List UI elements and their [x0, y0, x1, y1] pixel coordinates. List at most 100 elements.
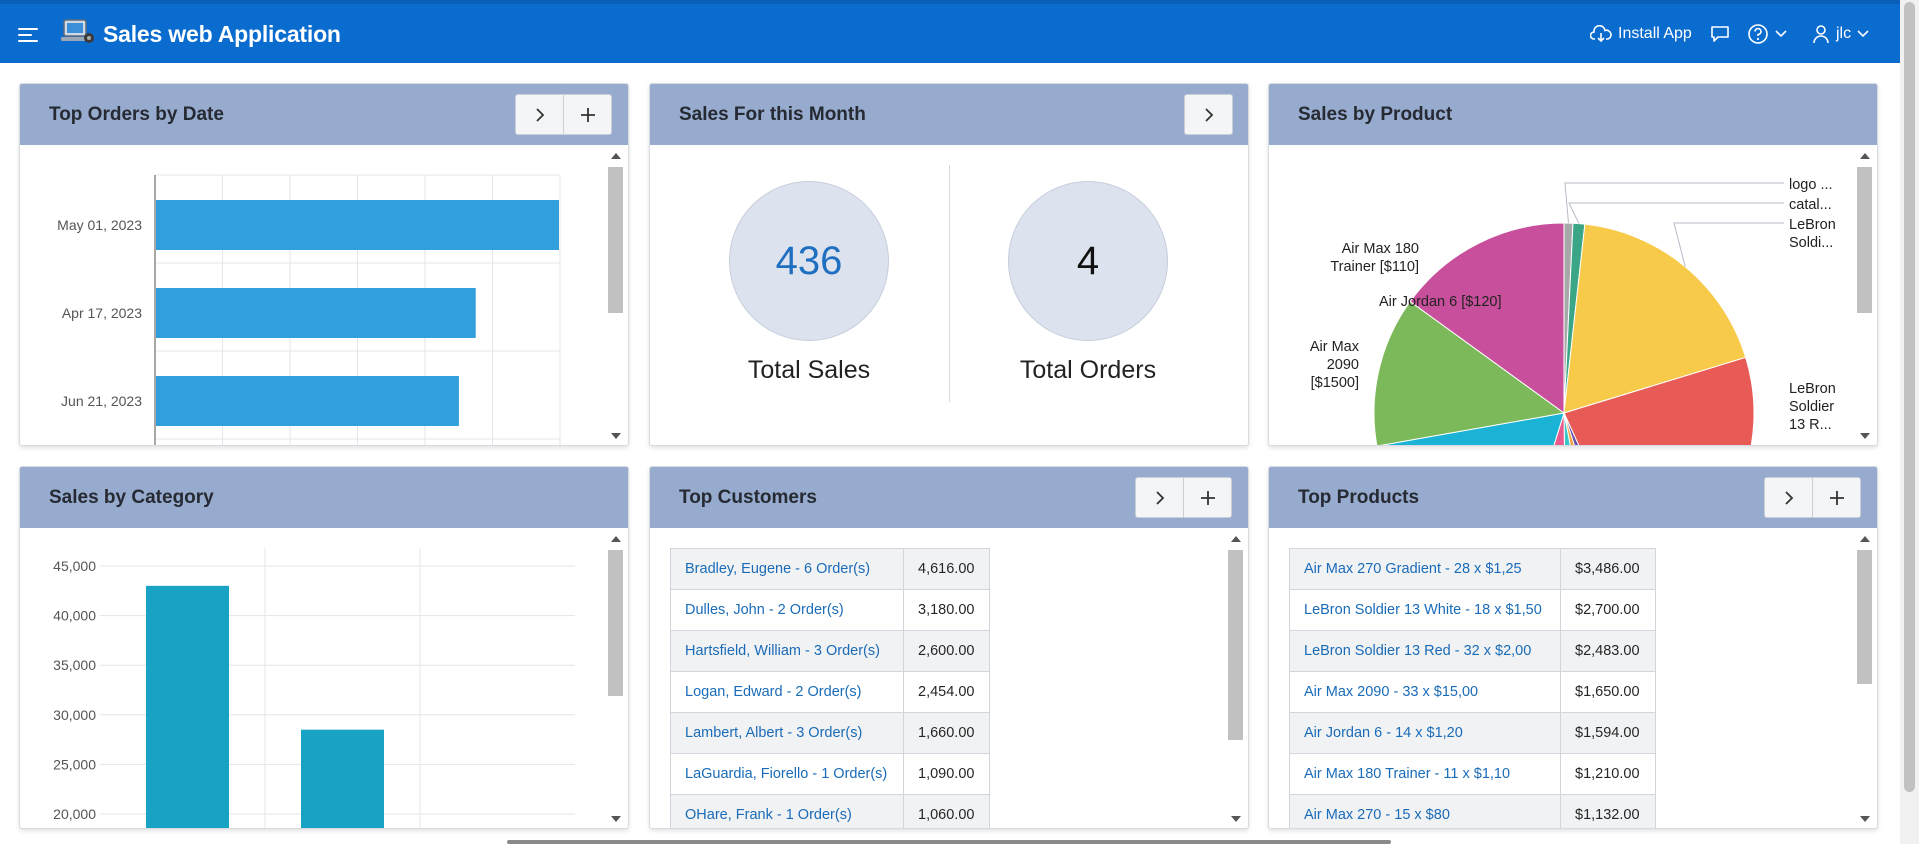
user-menu-button[interactable]: jlc [1812, 19, 1869, 49]
pie-slice[interactable] [1563, 356, 1755, 446]
top-products-name-link[interactable]: Air Max 270 Gradient - 28 x $1,25 [1289, 548, 1561, 590]
menu-icon[interactable] [18, 28, 38, 42]
y-tick-label: 25,000 [53, 756, 96, 772]
scroll-up-icon[interactable] [611, 536, 621, 542]
scroll-up-icon[interactable] [1231, 536, 1241, 542]
scroll-thumb[interactable] [1857, 550, 1872, 684]
pie-label: LeBron Soldi... [1789, 217, 1836, 251]
add-button[interactable] [1812, 477, 1861, 518]
scroll-down-icon[interactable] [1860, 433, 1870, 439]
bar[interactable] [301, 729, 384, 829]
total-orders-value[interactable]: 4 [1008, 181, 1168, 341]
bar[interactable] [156, 200, 559, 250]
top-products-name-link[interactable]: Air Max 2090 - 33 x $15,00 [1289, 671, 1561, 713]
pie-slice[interactable] [1563, 412, 1600, 446]
total-sales-value[interactable]: 436 [729, 181, 889, 341]
top-customers-name-link[interactable]: Bradley, Eugene - 6 Order(s) [670, 548, 904, 590]
expand-button[interactable] [1764, 477, 1813, 518]
region-header: Top Orders by Date [20, 84, 628, 145]
region-header: Sales by Category [20, 467, 628, 528]
region-title: Top Products [1298, 487, 1420, 508]
app-logo [61, 19, 94, 43]
scroll-up-icon[interactable] [1860, 153, 1870, 159]
page-scroll-thumb[interactable] [1904, 2, 1915, 792]
total-orders-label: Total Orders [1019, 356, 1157, 384]
scroll-up-icon[interactable] [611, 153, 621, 159]
region-scrollbar[interactable] [1228, 532, 1243, 826]
plus-icon [1200, 490, 1215, 505]
scroll-thumb[interactable] [608, 167, 623, 313]
top-customers-name-link[interactable]: OHare, Frank - 1 Order(s) [670, 794, 904, 828]
region-body: 45,000 40,000 35,000 30,000 25,000 20,000 [20, 528, 628, 828]
install-app-button[interactable]: Install App [1590, 19, 1692, 49]
pie-slice[interactable] [1373, 300, 1566, 446]
scroll-thumb[interactable] [1228, 550, 1243, 740]
top-products-value: $3,486.00 [1560, 548, 1656, 590]
table-row: Air Max 270 - 15 x $80 $1,132.00 [1289, 794, 1656, 828]
pie-slice[interactable] [1563, 223, 1747, 414]
top-products-name-link[interactable]: Air Max 270 - 15 x $80 [1289, 794, 1561, 828]
bar[interactable] [156, 288, 476, 338]
plus-icon [1829, 490, 1844, 505]
region-title: Sales For this Month [679, 104, 866, 125]
top-customers-name-link[interactable]: Lambert, Albert - 3 Order(s) [670, 712, 904, 754]
app-title[interactable]: Sales web Application [103, 21, 341, 47]
bar[interactable] [146, 585, 229, 829]
chevron-down-icon [1857, 30, 1869, 38]
bar[interactable] [156, 376, 459, 426]
scroll-down-icon[interactable] [1231, 816, 1241, 822]
region-body: 436 Total Sales 4 Total Orders [650, 145, 1248, 445]
pie-leader-line [1568, 202, 1784, 224]
table-row: Dulles, John - 2 Order(s) 3,180.00 [670, 589, 990, 631]
top-customers-name-link[interactable]: Logan, Edward - 2 Order(s) [670, 671, 904, 713]
region-body: logo ... catal... LeBron Soldi... LeBron Sold… [1269, 145, 1877, 445]
top-products-name-link[interactable]: LeBron Soldier 13 Red - 32 x $2,00 [1289, 630, 1561, 672]
top-customers-name-link[interactable]: Dulles, John - 2 Order(s) [670, 589, 904, 631]
help-icon [1748, 24, 1768, 44]
y-tick-label: 45,000 [53, 558, 96, 574]
add-button[interactable] [563, 94, 612, 135]
scroll-up-icon[interactable] [1860, 536, 1870, 542]
help-menu-button[interactable] [1747, 19, 1787, 49]
region-title: Sales by Category [49, 487, 214, 508]
pie-slice[interactable] [1409, 222, 1565, 414]
add-button[interactable] [1183, 477, 1232, 518]
top-customers-name-link[interactable]: LaGuardia, Fiorello - 1 Order(s) [670, 753, 904, 795]
horizontal-scroll-thumb[interactable] [507, 840, 1391, 844]
top-products-name-link[interactable]: Air Jordan 6 - 14 x $1,20 [1289, 712, 1561, 754]
pie-leader-line [1673, 222, 1784, 267]
y-tick-label: May 01, 2023 [57, 217, 142, 233]
page-scrollbar[interactable] [1900, 0, 1919, 844]
top-products-table: Air Max 270 Gradient - 28 x $1,25 $3,486.… [1289, 548, 1656, 828]
top-products-name-link[interactable]: Air Max 180 Trainer - 11 x $1,10 [1289, 753, 1561, 795]
feedback-button[interactable] [1710, 19, 1730, 49]
region-scrollbar[interactable] [1857, 149, 1872, 443]
region-body: Air Max 270 Gradient - 28 x $1,25 $3,486.… [1269, 528, 1877, 828]
top-customers-value: 1,660.00 [903, 712, 990, 754]
pie-slice[interactable] [1563, 412, 1622, 446]
pie-label: Air Jordan 6 [$120] [1379, 294, 1502, 310]
y-tick-label: Jun 21, 2023 [61, 393, 142, 409]
region-scrollbar[interactable] [608, 532, 623, 826]
scroll-thumb[interactable] [1857, 167, 1872, 313]
table-row: Air Max 180 Trainer - 11 x $1,10 $1,210.0… [1289, 753, 1656, 795]
plus-icon [580, 107, 595, 122]
region-scrollbar[interactable] [1857, 532, 1872, 826]
region-scrollbar[interactable] [608, 149, 623, 443]
expand-button[interactable] [515, 94, 564, 135]
region-body: Bradley, Eugene - 6 Order(s) 4,616.00 Dull… [650, 528, 1248, 828]
scroll-down-icon[interactable] [611, 433, 621, 439]
sales-by-product-pie-chart: logo ... catal... LeBron Soldi... LeBron Sold… [1310, 177, 1836, 446]
chevron-right-icon [1784, 490, 1793, 505]
top-products-value: $1,594.00 [1560, 712, 1656, 754]
scroll-down-icon[interactable] [611, 816, 621, 822]
expand-button[interactable] [1135, 477, 1184, 518]
top-customers-name-link[interactable]: Hartsfield, William - 3 Order(s) [670, 630, 904, 672]
scroll-down-icon[interactable] [1860, 816, 1870, 822]
top-products-name-link[interactable]: LeBron Soldier 13 White - 18 x $1,50 [1289, 589, 1561, 631]
expand-button[interactable] [1184, 94, 1233, 135]
scroll-thumb[interactable] [608, 550, 623, 696]
table-row: LeBron Soldier 13 White - 18 x $1,50 $2,7… [1289, 589, 1656, 631]
region-top-customers: Top Customers Bradley, Eugene - 6 Order(… [649, 466, 1249, 829]
